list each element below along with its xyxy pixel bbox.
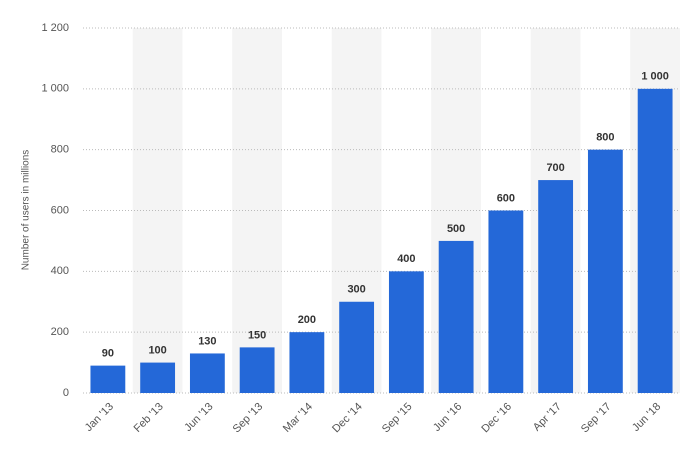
value-label: 600 <box>497 192 515 204</box>
x-tick-label: Sep '17 <box>579 401 614 436</box>
y-tick-label: 800 <box>51 144 69 156</box>
x-tick-label: Feb '13 <box>132 401 166 435</box>
bar <box>189 353 225 393</box>
x-tick-label: Mar '14 <box>281 401 315 435</box>
bar <box>538 180 574 393</box>
bar <box>140 362 176 393</box>
column-band <box>132 28 183 393</box>
y-tick-label: 1 200 <box>41 22 69 34</box>
bar <box>90 365 126 393</box>
value-label: 1 000 <box>641 71 669 83</box>
x-tick-label: Apr '17 <box>531 401 564 434</box>
bar <box>339 301 375 393</box>
y-tick-label: 600 <box>51 204 69 216</box>
x-tick-label: Dec '16 <box>479 401 514 436</box>
y-tick-label: 1 000 <box>41 83 69 95</box>
bar <box>438 240 474 393</box>
bar <box>587 149 623 393</box>
bar <box>289 332 325 393</box>
value-label: 200 <box>298 314 316 326</box>
value-label: 130 <box>198 335 216 347</box>
x-tick-label: Dec '14 <box>330 401 365 436</box>
value-label: 300 <box>347 284 365 296</box>
value-label: 150 <box>248 329 266 341</box>
value-label: 100 <box>148 344 166 356</box>
x-tick-label: Jun '16 <box>431 401 464 434</box>
bar <box>239 347 275 393</box>
value-label: 800 <box>596 132 614 144</box>
y-axis-label: Number of users in millions <box>21 150 32 271</box>
bar <box>637 88 673 393</box>
bar <box>488 210 524 393</box>
y-tick-label: 0 <box>63 387 69 399</box>
x-tick-label: Sep '13 <box>231 401 266 436</box>
y-tick-label: 200 <box>51 326 69 338</box>
value-label: 400 <box>397 253 415 265</box>
x-tick-label: Jun '13 <box>182 401 215 434</box>
y-tick-label: 400 <box>51 265 69 277</box>
bar <box>388 271 424 393</box>
value-label: 500 <box>447 223 465 235</box>
value-label: 700 <box>546 162 564 174</box>
x-tick-label: Jan '13 <box>83 401 116 434</box>
x-tick-label: Jun '18 <box>630 401 663 434</box>
x-tick-label: Sep '15 <box>380 401 415 436</box>
value-label: 90 <box>102 348 114 360</box>
